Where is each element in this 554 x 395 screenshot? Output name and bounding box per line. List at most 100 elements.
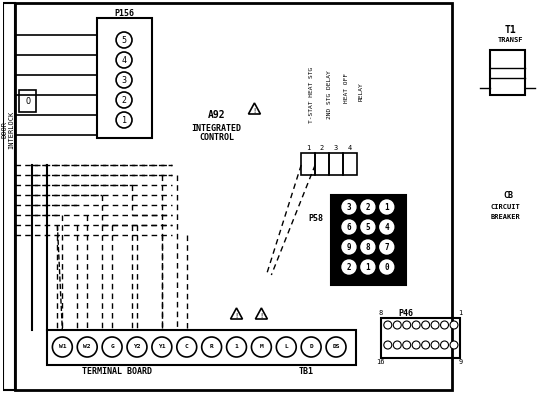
Bar	[381, 318, 460, 358]
Text: T1: T1	[504, 25, 516, 35]
Circle shape	[53, 337, 72, 357]
Circle shape	[393, 321, 401, 329]
Text: TB1: TB1	[299, 367, 314, 376]
Text: INTEGRATED: INTEGRATED	[192, 124, 242, 132]
Text: 2: 2	[320, 145, 324, 151]
Text: 1: 1	[306, 145, 310, 151]
Text: !: !	[234, 313, 239, 319]
Circle shape	[102, 337, 122, 357]
Circle shape	[450, 321, 458, 329]
Text: W2: W2	[84, 344, 91, 350]
Text: 8: 8	[379, 310, 383, 316]
Text: R: R	[210, 344, 213, 350]
Circle shape	[380, 200, 394, 214]
Circle shape	[116, 72, 132, 88]
Text: 5: 5	[121, 36, 126, 45]
Text: C: C	[185, 344, 188, 350]
Circle shape	[342, 260, 356, 274]
Text: L: L	[284, 344, 288, 350]
Circle shape	[380, 240, 394, 254]
Circle shape	[202, 337, 222, 357]
Bar	[97, 18, 152, 138]
Circle shape	[450, 341, 458, 349]
Bar	[331, 195, 406, 285]
Text: 7: 7	[384, 243, 389, 252]
Circle shape	[116, 52, 132, 68]
Text: 2: 2	[121, 96, 126, 105]
Circle shape	[431, 321, 439, 329]
Circle shape	[116, 92, 132, 108]
Text: 4: 4	[121, 56, 126, 64]
Circle shape	[116, 112, 132, 128]
Text: 2: 2	[366, 203, 370, 211]
Bar	[490, 50, 525, 95]
Circle shape	[403, 321, 411, 329]
Text: 9: 9	[347, 243, 351, 252]
Text: P156: P156	[114, 9, 134, 17]
Circle shape	[342, 220, 356, 234]
Text: 0: 0	[384, 263, 389, 271]
Text: 2ND STG DELAY: 2ND STG DELAY	[326, 71, 332, 119]
Circle shape	[412, 341, 420, 349]
Circle shape	[361, 260, 375, 274]
Circle shape	[127, 337, 147, 357]
Bar	[18, 90, 37, 112]
Circle shape	[384, 321, 392, 329]
Text: W1: W1	[59, 344, 66, 350]
Circle shape	[252, 337, 271, 357]
Circle shape	[342, 200, 356, 214]
Circle shape	[361, 240, 375, 254]
Circle shape	[276, 337, 296, 357]
Circle shape	[422, 341, 429, 349]
Text: P46: P46	[398, 308, 413, 318]
Bar	[48, 330, 356, 365]
Text: 9: 9	[458, 359, 463, 365]
Circle shape	[380, 260, 394, 274]
Circle shape	[177, 337, 197, 357]
Text: Y1: Y1	[158, 344, 166, 350]
Circle shape	[116, 32, 132, 48]
Text: 1: 1	[121, 115, 126, 124]
Text: TRANSF: TRANSF	[497, 37, 523, 43]
Text: O: O	[25, 96, 30, 105]
Bar	[301, 153, 315, 175]
Text: RELAY: RELAY	[358, 83, 363, 102]
Text: 3: 3	[334, 145, 338, 151]
Circle shape	[380, 220, 394, 234]
Bar	[3, 3, 14, 390]
Circle shape	[227, 337, 247, 357]
Text: 3: 3	[347, 203, 351, 211]
Text: D: D	[309, 344, 313, 350]
Text: !: !	[252, 108, 257, 114]
Text: M: M	[259, 344, 263, 350]
Text: 4: 4	[384, 222, 389, 231]
Circle shape	[422, 321, 429, 329]
Circle shape	[393, 341, 401, 349]
Circle shape	[403, 341, 411, 349]
Circle shape	[77, 337, 97, 357]
Text: !: !	[259, 313, 264, 319]
Circle shape	[342, 240, 356, 254]
Text: 1: 1	[384, 203, 389, 211]
Text: 1: 1	[366, 263, 370, 271]
Bar	[343, 153, 357, 175]
Circle shape	[431, 341, 439, 349]
Text: 5: 5	[366, 222, 370, 231]
Text: 3: 3	[121, 75, 126, 85]
Text: HEAT OFF: HEAT OFF	[345, 73, 350, 103]
Circle shape	[152, 337, 172, 357]
Text: 4: 4	[348, 145, 352, 151]
Text: 6: 6	[347, 222, 351, 231]
Text: BREAKER: BREAKER	[490, 214, 520, 220]
Text: A92: A92	[208, 110, 225, 120]
Text: CONTROL: CONTROL	[199, 134, 234, 143]
Text: 8: 8	[366, 243, 370, 252]
Text: DS: DS	[332, 344, 340, 350]
Circle shape	[326, 337, 346, 357]
Text: CIRCUIT: CIRCUIT	[490, 204, 520, 210]
Circle shape	[301, 337, 321, 357]
Text: DOOR
INTERLOCK: DOOR INTERLOCK	[1, 111, 14, 149]
Text: G: G	[110, 344, 114, 350]
Text: 2: 2	[347, 263, 351, 271]
Bar	[315, 153, 329, 175]
